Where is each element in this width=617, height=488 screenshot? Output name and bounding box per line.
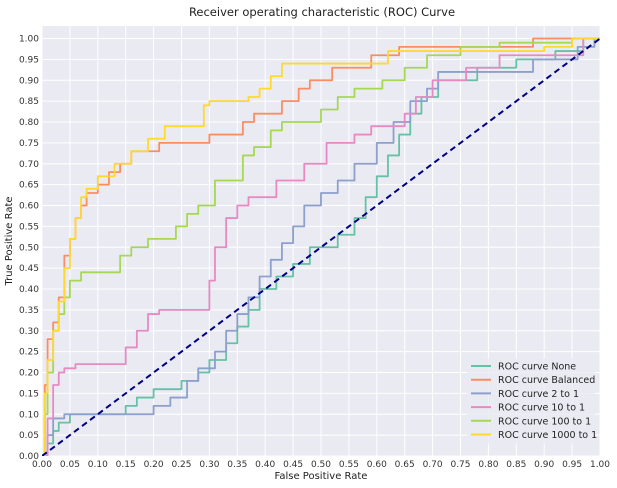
- y-tick-label: 0.80: [19, 118, 39, 128]
- x-tick-label: 0.50: [311, 460, 331, 470]
- y-tick-label: 0.15: [19, 389, 39, 399]
- x-tick-label: 0.35: [227, 460, 247, 470]
- reference-diagonal-line: [42, 37, 600, 456]
- legend-label: ROC curve Balanced: [498, 375, 595, 386]
- y-tick-label: 0.25: [19, 348, 39, 358]
- series-line-5: [42, 37, 600, 456]
- y-tick-label: 0.45: [19, 264, 39, 274]
- series-line-2: [42, 37, 600, 456]
- x-tick-label: 1.00: [590, 460, 610, 470]
- x-tick-label: 0.95: [562, 460, 582, 470]
- x-tick-label: 0.10: [88, 460, 108, 470]
- series-line-3: [42, 37, 600, 456]
- x-tick-label: 0.85: [506, 460, 526, 470]
- x-tick-label: 0.15: [116, 460, 136, 470]
- x-tick-label: 0.70: [423, 460, 443, 470]
- x-tick-label: 0.90: [534, 460, 554, 470]
- y-tick-label: 0.20: [19, 369, 39, 379]
- x-axis-label: False Positive Rate: [275, 471, 368, 482]
- legend-label: ROC curve 1000 to 1: [498, 430, 597, 441]
- x-tick-label: 0.30: [199, 460, 219, 470]
- legend-box: [467, 358, 595, 445]
- x-tick-label: 0.20: [144, 460, 164, 470]
- y-tick-label: 0.10: [19, 410, 39, 420]
- y-tick-label: 0.75: [19, 139, 39, 149]
- y-tick-label: 0.70: [19, 160, 39, 170]
- legend-label: ROC curve None: [498, 362, 576, 373]
- y-axis-label: True Positive Rate: [4, 196, 15, 286]
- y-tick-label: 0.95: [19, 55, 39, 65]
- series-line-4: [42, 37, 600, 456]
- legend-label: ROC curve 2 to 1: [498, 389, 579, 400]
- y-tick-label: 0.40: [19, 285, 39, 295]
- series-line-0: [42, 37, 600, 456]
- y-tick-label: 0.90: [19, 76, 39, 86]
- y-tick-label: 0.65: [19, 181, 39, 191]
- y-tick-label: 1.00: [19, 35, 39, 45]
- x-tick-label: 0.60: [367, 460, 387, 470]
- y-tick-label: 0.30: [19, 327, 39, 337]
- y-tick-label: 0.60: [19, 202, 39, 212]
- x-tick-label: 0.00: [32, 460, 52, 470]
- x-tick-label: 0.05: [60, 460, 80, 470]
- y-tick-label: 0.35: [19, 306, 39, 316]
- y-tick-label: 0.55: [19, 222, 39, 232]
- x-tick-label: 0.65: [395, 460, 415, 470]
- legend-label: ROC curve 10 to 1: [498, 403, 585, 414]
- y-tick-label: 0.85: [19, 97, 39, 107]
- x-tick-label: 0.45: [283, 460, 303, 470]
- tick-labels: 0.00 0.05 0.10 0.15 0.20 0.25 0.30 0.35 0.40 0.45…: [19, 35, 610, 470]
- y-tick-label: 0.50: [19, 243, 39, 253]
- y-tick-label: 0.00: [19, 452, 39, 462]
- x-tick-label: 0.80: [478, 460, 498, 470]
- legend: ROC curve None ROC curve Balanced ROC curv…: [467, 358, 597, 445]
- x-tick-label: 0.75: [450, 460, 470, 470]
- x-tick-label: 0.40: [255, 460, 275, 470]
- x-tick-label: 0.55: [339, 460, 359, 470]
- series-layer: [42, 37, 600, 456]
- chart-title: Receiver operating characteristic (ROC) …: [189, 5, 455, 19]
- legend-label: ROC curve 100 to 1: [498, 416, 591, 427]
- y-tick-label: 0.05: [19, 431, 39, 441]
- x-tick-label: 0.25: [171, 460, 191, 470]
